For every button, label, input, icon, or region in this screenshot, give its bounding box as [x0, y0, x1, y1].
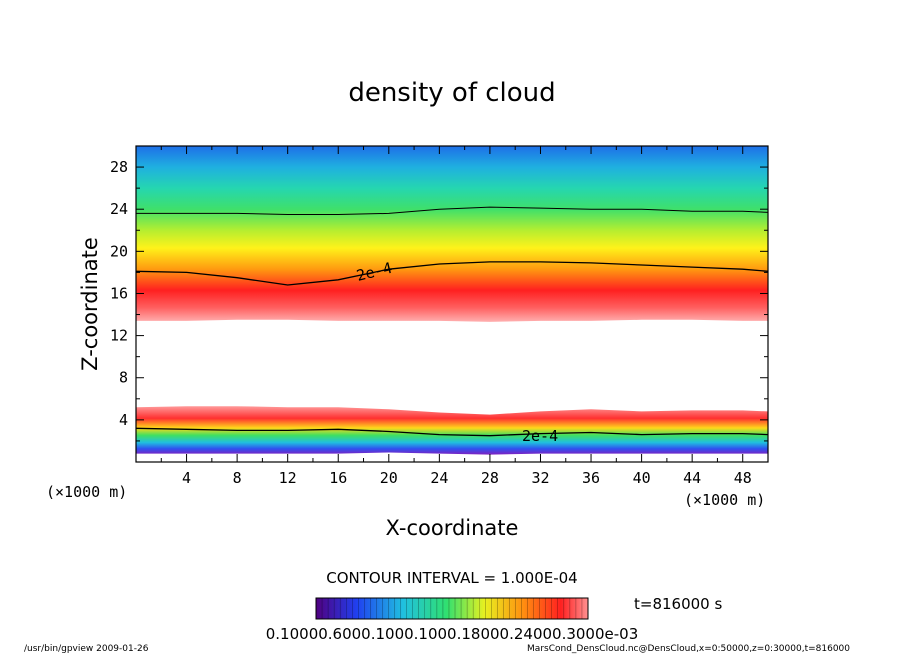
x-tick-label: 40 — [633, 469, 651, 487]
x-tick-label: 8 — [233, 469, 242, 487]
x-tick-label: 44 — [683, 469, 701, 487]
upper-top-contour — [136, 206, 768, 215]
x-tick-label: 28 — [481, 469, 499, 487]
lower-cloud-layer — [136, 406, 768, 455]
y-tick-label: 20 — [110, 242, 128, 260]
footer-right: MarsCond_DensCloud.nc@DensCloud,x=0:5000… — [527, 644, 850, 654]
contour-interval: CONTOUR INTERVAL = 1.000E-04 — [326, 569, 577, 587]
y-tick-label: 12 — [110, 327, 128, 345]
plot-frame — [135, 145, 769, 463]
x-tick-label: 12 — [279, 469, 297, 487]
y-axis-label: Z-coordinate — [78, 237, 102, 371]
x-axis: 4 8 12 16 20 24 28 32 36 40 44 48 — [135, 146, 769, 487]
y-axis: 4 8 12 16 20 24 28 — [110, 145, 768, 463]
footer-left: /usr/bin/gpview 2009-01-26 — [24, 644, 149, 654]
colorbar-labels: 0.10000.6000.1000.1000.18000.24000.3000e… — [266, 625, 639, 643]
colorbar-ticks — [321, 598, 583, 619]
y-tick-label: 4 — [119, 411, 128, 429]
y-tick-label: 24 — [110, 200, 128, 218]
colorbar — [315, 597, 589, 620]
x-tick-label: 20 — [380, 469, 398, 487]
upper-cloud-layer — [136, 146, 768, 322]
time-label: t=816000 s — [634, 595, 722, 613]
x-tick-label: 24 — [430, 469, 448, 487]
x-axis-label: X-coordinate — [386, 516, 519, 540]
contour-label-lower: 2e-4 — [522, 427, 558, 445]
x-tick-label: 16 — [329, 469, 347, 487]
x-tick-label: 32 — [531, 469, 549, 487]
lower-label-contour — [136, 427, 768, 437]
x-tick-label: 4 — [182, 469, 191, 487]
upper-label-contour — [136, 261, 768, 286]
y-tick-label: 16 — [110, 284, 128, 302]
x-tick-label: 48 — [734, 469, 752, 487]
y-tick-label: 28 — [110, 158, 128, 176]
chart-title: density of cloud — [348, 78, 555, 108]
x-tick-label: 36 — [582, 469, 600, 487]
y-tick-label: 8 — [119, 369, 128, 387]
y-unit-note: (×1000 m) — [46, 483, 127, 501]
plot-area — [136, 146, 768, 455]
x-unit-note: (×1000 m) — [684, 491, 765, 509]
